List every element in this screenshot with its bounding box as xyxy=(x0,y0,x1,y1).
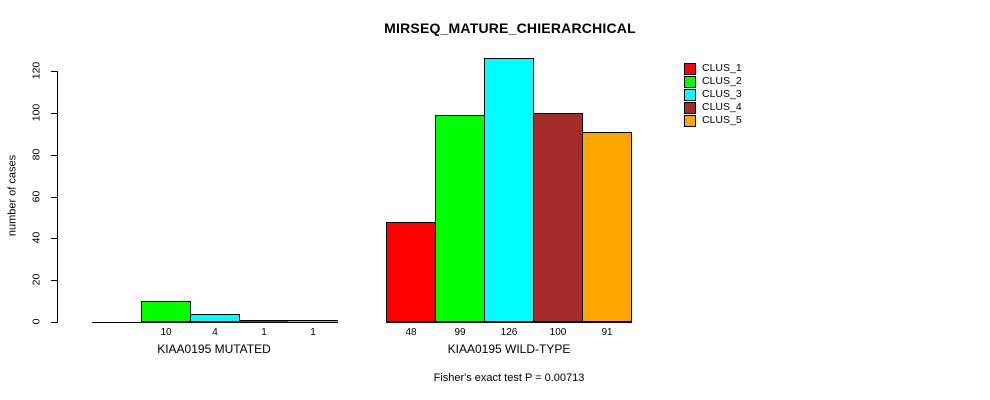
y-tick xyxy=(51,322,57,323)
legend-swatch xyxy=(684,101,696,114)
y-tick-label: 120 xyxy=(30,61,43,80)
legend-swatch xyxy=(684,88,696,101)
y-tick xyxy=(51,155,57,156)
bar-clus_2 xyxy=(141,301,191,322)
bar-value-label: 48 xyxy=(405,327,417,338)
legend-label: CLUS_3 xyxy=(702,88,742,100)
y-axis-line xyxy=(57,71,58,323)
bar-value-label: 91 xyxy=(601,327,613,338)
y-tick xyxy=(51,238,57,239)
y-tick-label: 80 xyxy=(30,148,43,161)
legend: CLUS_1 CLUS_2 CLUS_3 CLUS_4 CLUS_5 xyxy=(684,62,742,128)
y-tick-label: 100 xyxy=(30,103,43,122)
y-tick-label: 20 xyxy=(30,273,43,286)
group-label-wild-type: KIAA0195 WILD-TYPE xyxy=(447,342,571,356)
x-baseline xyxy=(92,322,338,323)
chart-title: MIRSEQ_MATURE_CHIERARCHICAL xyxy=(384,20,636,36)
y-tick-label: 0 xyxy=(30,318,43,325)
fisher-test-annotation: Fisher's exact test P = 0.00713 xyxy=(433,372,585,384)
legend-label: CLUS_4 xyxy=(702,101,742,113)
bar-value-label: 100 xyxy=(549,327,567,338)
bar-value-label: 1 xyxy=(261,327,267,338)
legend-swatch xyxy=(684,62,696,75)
y-tick xyxy=(51,197,57,198)
legend-item: CLUS_2 xyxy=(684,75,742,88)
x-baseline xyxy=(386,322,632,323)
bar-clus_4 xyxy=(239,320,289,322)
y-tick xyxy=(51,71,57,72)
bar-clus_2 xyxy=(435,115,485,322)
legend-item: CLUS_5 xyxy=(684,114,742,127)
bar-clus_5 xyxy=(288,320,338,322)
legend-label: CLUS_2 xyxy=(702,75,742,87)
legend-item: CLUS_3 xyxy=(684,88,742,101)
bar-clus_3 xyxy=(484,58,534,322)
bar-value-label: 1 xyxy=(310,327,316,338)
bar-clus_3 xyxy=(190,314,240,322)
bar-value-label: 99 xyxy=(454,327,466,338)
group-label-mutated: KIAA0195 MUTATED xyxy=(157,342,271,356)
bar-value-label: 10 xyxy=(160,327,172,338)
y-tick xyxy=(51,280,57,281)
legend-item: CLUS_4 xyxy=(684,101,742,114)
bar-clus_4 xyxy=(533,113,583,322)
legend-swatch xyxy=(684,75,696,88)
bar-value-label: 4 xyxy=(212,327,218,338)
y-tick xyxy=(51,113,57,114)
bar-clus_5 xyxy=(582,132,632,322)
legend-item: CLUS_1 xyxy=(684,62,742,75)
y-tick-label: 60 xyxy=(30,190,43,203)
bar-value-label: 126 xyxy=(500,327,518,338)
y-tick-label: 40 xyxy=(30,231,43,244)
legend-swatch xyxy=(684,114,696,127)
legend-label: CLUS_5 xyxy=(702,114,742,126)
legend-label: CLUS_1 xyxy=(702,62,742,74)
bar-clus_1 xyxy=(386,222,436,322)
